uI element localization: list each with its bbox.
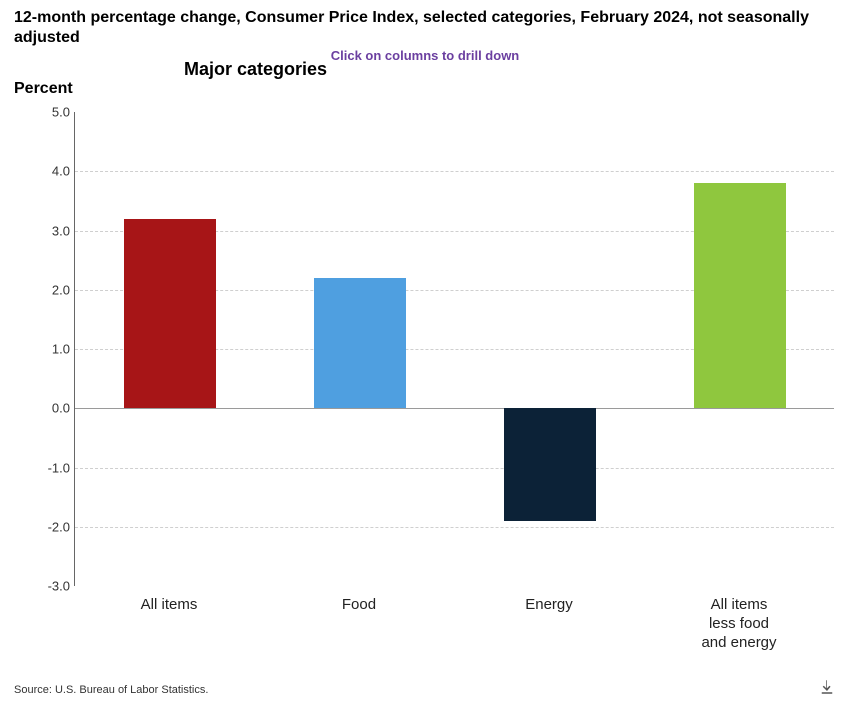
- gridline: [75, 527, 834, 528]
- chart-container: 5.0 4.0 3.0 2.0 1.0 0.0 -1.0 -2.0 -3.0 All itemsF…: [14, 100, 836, 660]
- download-icon[interactable]: [818, 678, 836, 696]
- y-tick-label: 3.0: [22, 223, 70, 238]
- gridline: [75, 468, 834, 469]
- bar-all-items[interactable]: [694, 183, 785, 408]
- plot-area: [74, 112, 834, 586]
- y-tick-label: 4.0: [22, 164, 70, 179]
- y-tick-label: 0.0: [22, 401, 70, 416]
- y-tick-label: 1.0: [22, 342, 70, 357]
- chart-title: 12-month percentage change, Consumer Pri…: [14, 8, 836, 48]
- y-tick-label: 2.0: [22, 282, 70, 297]
- x-label: All itemsless foodand energy: [644, 596, 834, 652]
- bar-energy[interactable]: [504, 408, 595, 521]
- y-axis-label: Percent: [14, 80, 73, 98]
- source-text: Source: U.S. Bureau of Labor Statistics.: [14, 684, 208, 696]
- x-label: All items: [74, 596, 264, 615]
- y-tick-label: -3.0: [22, 579, 70, 594]
- y-tick-label: 5.0: [22, 105, 70, 120]
- bar-food[interactable]: [314, 278, 405, 408]
- y-tick-label: -2.0: [22, 519, 70, 534]
- bar-all-items[interactable]: [124, 219, 215, 409]
- zero-line: [75, 408, 834, 409]
- gridline: [75, 171, 834, 172]
- x-label: Food: [264, 596, 454, 615]
- x-label: Energy: [454, 596, 644, 615]
- y-tick-label: -1.0: [22, 460, 70, 475]
